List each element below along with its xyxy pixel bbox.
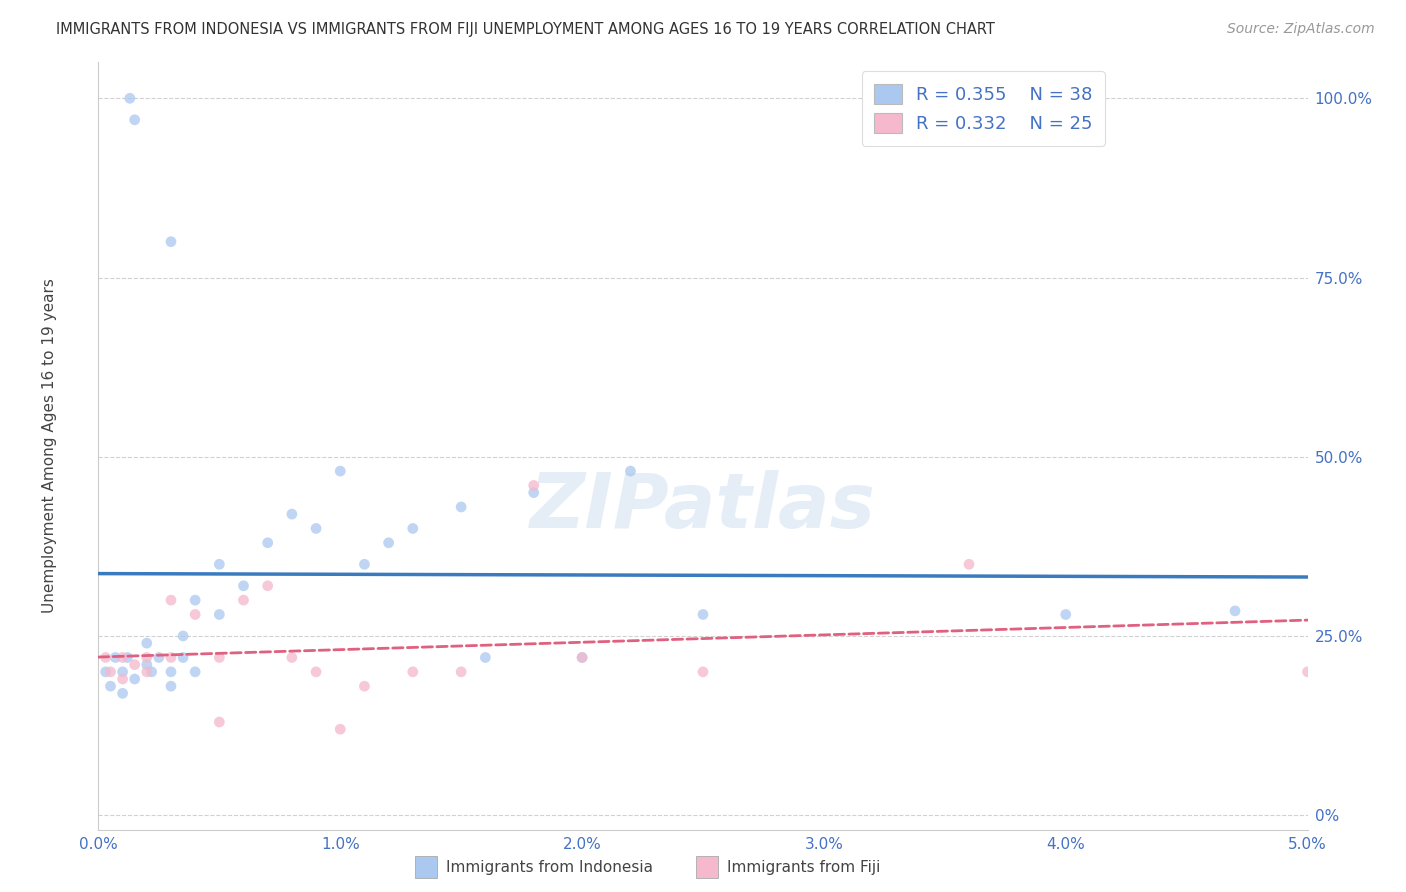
Point	[100, 665, 122, 679]
Point	[208, 714, 231, 729]
Point	[135, 650, 157, 665]
Point	[172, 629, 194, 643]
Point	[450, 500, 472, 514]
Point	[353, 679, 375, 693]
Point	[111, 672, 134, 686]
Point	[232, 593, 254, 607]
Point	[160, 235, 183, 249]
Point	[117, 650, 139, 665]
Point	[135, 665, 157, 679]
Text: Unemployment Among Ages 16 to 19 years: Unemployment Among Ages 16 to 19 years	[42, 278, 56, 614]
Point	[104, 650, 127, 665]
Legend: R = 0.355    N = 38, R = 0.332    N = 25: R = 0.355 N = 38, R = 0.332 N = 25	[862, 71, 1105, 145]
Point	[118, 91, 141, 105]
Point	[523, 485, 546, 500]
Point	[208, 558, 231, 572]
Text: Immigrants from Fiji: Immigrants from Fiji	[727, 861, 880, 875]
Point	[305, 665, 328, 679]
Point	[692, 607, 714, 622]
Point	[111, 650, 134, 665]
Point	[957, 558, 980, 572]
Text: ZIPatlas: ZIPatlas	[530, 470, 876, 544]
Point	[450, 665, 472, 679]
Point	[232, 579, 254, 593]
Point	[184, 665, 207, 679]
Point	[135, 636, 157, 650]
Point	[160, 665, 183, 679]
Point	[160, 679, 183, 693]
Point	[619, 464, 641, 478]
Text: Source: ZipAtlas.com: Source: ZipAtlas.com	[1227, 22, 1375, 37]
Point	[160, 650, 183, 665]
Point	[184, 593, 207, 607]
Point	[208, 650, 231, 665]
Point	[256, 579, 278, 593]
Point	[148, 650, 170, 665]
Point	[305, 521, 328, 535]
Point	[571, 650, 593, 665]
Point	[353, 558, 375, 572]
Point	[124, 657, 146, 672]
Point	[402, 521, 425, 535]
Point	[94, 665, 117, 679]
Point	[94, 650, 117, 665]
Point	[1296, 665, 1319, 679]
Point	[1054, 607, 1077, 622]
Point	[184, 607, 207, 622]
Point	[474, 650, 496, 665]
Point	[281, 650, 304, 665]
Point	[692, 665, 714, 679]
Point	[111, 686, 134, 700]
Point	[377, 536, 399, 550]
Point	[256, 536, 278, 550]
Point	[208, 607, 231, 622]
Point	[111, 665, 134, 679]
Point	[135, 657, 157, 672]
Point	[281, 507, 304, 521]
Point	[172, 650, 194, 665]
Point	[124, 672, 146, 686]
Point	[402, 665, 425, 679]
Point	[329, 464, 352, 478]
Point	[141, 665, 163, 679]
Text: IMMIGRANTS FROM INDONESIA VS IMMIGRANTS FROM FIJI UNEMPLOYMENT AMONG AGES 16 TO : IMMIGRANTS FROM INDONESIA VS IMMIGRANTS …	[56, 22, 995, 37]
Point	[124, 112, 146, 127]
Point	[329, 722, 352, 736]
Text: Immigrants from Indonesia: Immigrants from Indonesia	[446, 861, 652, 875]
Point	[100, 679, 122, 693]
Point	[1223, 604, 1246, 618]
Point	[160, 593, 183, 607]
Point	[523, 478, 546, 492]
Point	[571, 650, 593, 665]
